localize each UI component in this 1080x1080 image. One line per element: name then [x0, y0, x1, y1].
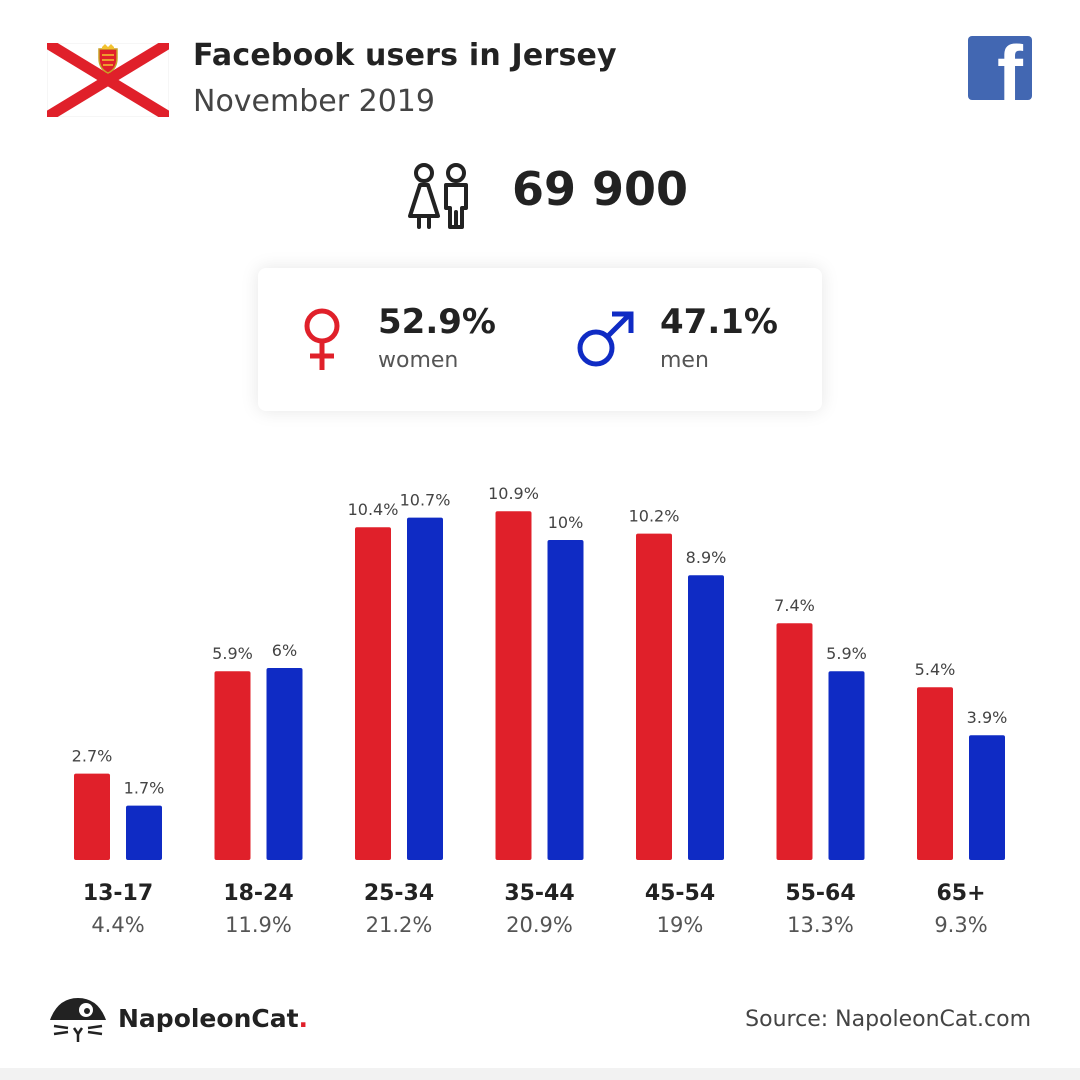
bar-men-18-24	[266, 668, 303, 860]
male-symbol-icon	[576, 310, 636, 374]
category-label-25-34: 25-34	[364, 881, 434, 906]
data-label-women-25-34: 10.4%	[348, 500, 399, 519]
bar-men-25-34	[407, 517, 443, 860]
data-label-women-35-44: 10.9%	[488, 484, 539, 503]
page-subtitle: November 2019	[193, 84, 435, 119]
category-label-13-17: 13-17	[83, 881, 153, 906]
facebook-logo-icon: f	[968, 36, 1032, 100]
brand-name: NapoleonCat.	[118, 1004, 309, 1033]
data-label-men-13-17: 1.7%	[124, 779, 165, 798]
bar-men-55-64	[828, 671, 865, 860]
women-label: women	[378, 348, 459, 373]
group-total-25-34: 21.2%	[366, 913, 433, 937]
footer-strip	[0, 1068, 1080, 1080]
bar-women-65+	[917, 687, 953, 860]
category-label-65+: 65+	[936, 881, 985, 906]
category-label-18-24: 18-24	[223, 881, 293, 906]
jersey-flag-icon	[47, 43, 169, 117]
female-symbol-icon	[302, 308, 342, 378]
total-users-count: 69 900	[512, 162, 689, 216]
data-label-women-13-17: 2.7%	[72, 747, 113, 766]
data-label-women-65+: 5.4%	[915, 660, 956, 679]
page-title: Facebook users in Jersey	[193, 38, 617, 73]
group-total-55-64: 13.3%	[787, 913, 854, 937]
gender-split-card: 52.9% women 47.1% men	[258, 268, 822, 411]
data-label-men-25-34: 10.7%	[400, 491, 451, 510]
group-total-65+: 9.3%	[934, 913, 987, 937]
data-label-women-55-64: 7.4%	[774, 596, 815, 615]
men-label: men	[660, 348, 709, 373]
data-label-men-65+: 3.9%	[967, 708, 1008, 727]
group-total-13-17: 4.4%	[91, 913, 144, 937]
bar-men-65+	[969, 735, 1005, 860]
bar-women-35-44	[495, 511, 532, 860]
age-gender-bar-chart: 2.7% 1.7% 13-17 4.4% 5.9% 6% 18-24 11.9% 10.4% 10…	[0, 460, 1080, 964]
data-label-men-18-24: 6%	[272, 641, 297, 660]
bar-women-55-64	[776, 623, 813, 860]
users-icon	[404, 160, 476, 236]
napoleoncat-logo-icon	[48, 994, 108, 1050]
data-label-women-45-54: 10.2%	[629, 507, 680, 526]
chart-canvas: 2.7%1.7%13-174.4%5.9% 6%18-2411.9%10.4%10…	[72, 484, 1008, 937]
women-percent: 52.9%	[378, 302, 496, 342]
data-label-men-45-54: 8.9%	[686, 548, 727, 567]
category-label-35-44: 35-44	[504, 881, 574, 906]
group-total-45-54: 19%	[657, 913, 704, 937]
group-total-35-44: 20.9%	[506, 913, 573, 937]
men-percent: 47.1%	[660, 302, 778, 342]
bar-men-35-44	[547, 540, 584, 860]
data-label-men-35-44: 10%	[548, 513, 584, 532]
bar-men-45-54	[688, 575, 724, 860]
bar-women-18-24	[214, 671, 251, 860]
data-label-women-18-24: 5.9%	[212, 644, 253, 663]
bar-women-13-17	[74, 773, 110, 860]
data-label-men-55-64: 5.9%	[826, 644, 867, 663]
bar-men-13-17	[126, 805, 162, 860]
group-total-18-24: 11.9%	[225, 913, 292, 937]
category-label-45-54: 45-54	[645, 881, 715, 906]
bar-women-25-34	[355, 527, 391, 860]
bar-women-45-54	[636, 533, 672, 860]
category-label-55-64: 55-64	[785, 881, 855, 906]
source-note: Source: NapoleonCat.com	[745, 1007, 1031, 1032]
